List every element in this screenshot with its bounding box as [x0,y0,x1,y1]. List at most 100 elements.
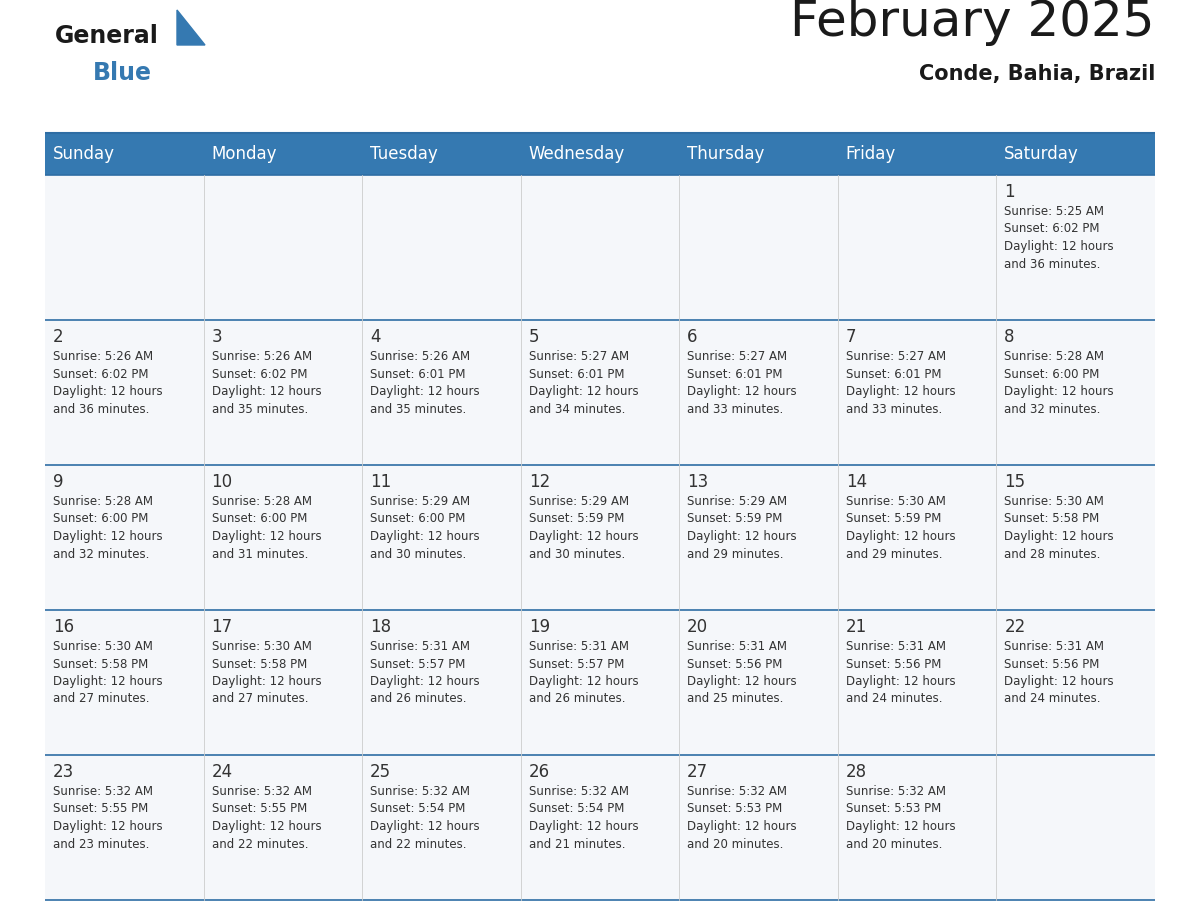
Text: Sunrise: 5:28 AM: Sunrise: 5:28 AM [211,495,311,508]
Text: Daylight: 12 hours: Daylight: 12 hours [1004,240,1114,253]
Text: and 26 minutes.: and 26 minutes. [371,692,467,706]
Text: 12: 12 [529,473,550,491]
Bar [203,610,362,755]
Text: Sunset: 5:58 PM: Sunset: 5:58 PM [1004,512,1100,525]
Bar [997,320,1155,465]
Text: Sunset: 5:55 PM: Sunset: 5:55 PM [53,802,148,815]
Text: 13: 13 [687,473,708,491]
Text: Sunrise: 5:26 AM: Sunrise: 5:26 AM [53,350,153,363]
Text: 9: 9 [53,473,63,491]
Text: Daylight: 12 hours: Daylight: 12 hours [211,675,321,688]
Text: Daylight: 12 hours: Daylight: 12 hours [371,675,480,688]
Text: Thursday: Thursday [687,145,765,163]
Text: Sunset: 6:00 PM: Sunset: 6:00 PM [371,512,466,525]
Text: Saturday: Saturday [1004,145,1079,163]
Text: and 24 minutes.: and 24 minutes. [846,692,942,706]
Text: Sunrise: 5:31 AM: Sunrise: 5:31 AM [1004,640,1105,653]
Text: Sunset: 5:57 PM: Sunset: 5:57 PM [529,657,624,670]
Text: 19: 19 [529,618,550,636]
Bar [362,320,520,465]
Bar [997,610,1155,755]
Bar [362,755,520,900]
Bar [520,755,680,900]
Text: Sunrise: 5:26 AM: Sunrise: 5:26 AM [371,350,470,363]
Text: Sunrise: 5:30 AM: Sunrise: 5:30 AM [846,495,946,508]
Text: Monday: Monday [211,145,277,163]
Text: Sunrise: 5:31 AM: Sunrise: 5:31 AM [687,640,788,653]
Text: Sunset: 6:01 PM: Sunset: 6:01 PM [529,367,624,380]
Bar [997,133,1155,175]
Text: Sunset: 5:59 PM: Sunset: 5:59 PM [529,512,624,525]
Bar [362,133,520,175]
Text: Sunset: 5:53 PM: Sunset: 5:53 PM [846,802,941,815]
Text: 11: 11 [371,473,391,491]
Text: and 26 minutes.: and 26 minutes. [529,692,625,706]
Text: 22: 22 [1004,618,1025,636]
Text: and 27 minutes.: and 27 minutes. [211,692,308,706]
Text: and 30 minutes.: and 30 minutes. [529,547,625,561]
Text: Sunset: 5:57 PM: Sunset: 5:57 PM [371,657,466,670]
Text: February 2025: February 2025 [790,0,1155,46]
Text: Sunrise: 5:30 AM: Sunrise: 5:30 AM [1004,495,1104,508]
Text: Sunset: 5:53 PM: Sunset: 5:53 PM [687,802,783,815]
Text: Daylight: 12 hours: Daylight: 12 hours [371,530,480,543]
Bar [203,755,362,900]
Text: and 21 minutes.: and 21 minutes. [529,837,625,850]
Text: and 33 minutes.: and 33 minutes. [687,402,783,416]
Text: 20: 20 [687,618,708,636]
Text: and 22 minutes.: and 22 minutes. [211,837,308,850]
Text: Daylight: 12 hours: Daylight: 12 hours [846,675,955,688]
Text: Sunrise: 5:32 AM: Sunrise: 5:32 AM [846,785,946,798]
Bar [680,465,838,610]
Text: and 27 minutes.: and 27 minutes. [53,692,150,706]
Bar [362,465,520,610]
Text: Sunrise: 5:27 AM: Sunrise: 5:27 AM [687,350,788,363]
Text: Sunset: 5:54 PM: Sunset: 5:54 PM [529,802,624,815]
Text: Daylight: 12 hours: Daylight: 12 hours [211,530,321,543]
Bar [838,133,997,175]
Text: Sunrise: 5:29 AM: Sunrise: 5:29 AM [371,495,470,508]
Text: 28: 28 [846,763,867,781]
Text: Sunrise: 5:25 AM: Sunrise: 5:25 AM [1004,205,1105,218]
Text: and 34 minutes.: and 34 minutes. [529,402,625,416]
Text: Sunrise: 5:28 AM: Sunrise: 5:28 AM [1004,350,1105,363]
Text: General: General [55,24,159,48]
Bar [45,320,203,465]
Text: Sunset: 5:58 PM: Sunset: 5:58 PM [53,657,148,670]
Text: Daylight: 12 hours: Daylight: 12 hours [371,385,480,398]
Text: and 29 minutes.: and 29 minutes. [687,547,784,561]
Text: Daylight: 12 hours: Daylight: 12 hours [1004,675,1114,688]
Text: Daylight: 12 hours: Daylight: 12 hours [371,820,480,833]
Text: 1: 1 [1004,183,1015,201]
Text: Sunrise: 5:31 AM: Sunrise: 5:31 AM [846,640,946,653]
Text: Daylight: 12 hours: Daylight: 12 hours [846,530,955,543]
Bar [45,610,203,755]
Text: Sunset: 5:56 PM: Sunset: 5:56 PM [687,657,783,670]
Text: and 33 minutes.: and 33 minutes. [846,402,942,416]
Bar [838,755,997,900]
Text: Daylight: 12 hours: Daylight: 12 hours [211,820,321,833]
Text: Sunset: 5:58 PM: Sunset: 5:58 PM [211,657,307,670]
Text: and 25 minutes.: and 25 minutes. [687,692,784,706]
Bar [203,465,362,610]
Text: 27: 27 [687,763,708,781]
Bar [45,175,203,320]
Bar [203,175,362,320]
Text: 21: 21 [846,618,867,636]
Text: Daylight: 12 hours: Daylight: 12 hours [687,820,797,833]
Bar [520,320,680,465]
Text: Sunset: 5:56 PM: Sunset: 5:56 PM [846,657,941,670]
Text: Sunrise: 5:32 AM: Sunrise: 5:32 AM [371,785,470,798]
Text: Sunrise: 5:29 AM: Sunrise: 5:29 AM [529,495,628,508]
Bar [680,133,838,175]
Text: Sunset: 6:02 PM: Sunset: 6:02 PM [211,367,307,380]
Text: Daylight: 12 hours: Daylight: 12 hours [687,675,797,688]
Text: Sunrise: 5:32 AM: Sunrise: 5:32 AM [211,785,311,798]
Text: 5: 5 [529,328,539,346]
Text: Sunrise: 5:32 AM: Sunrise: 5:32 AM [53,785,153,798]
Text: Sunset: 6:00 PM: Sunset: 6:00 PM [211,512,307,525]
Text: 8: 8 [1004,328,1015,346]
Bar [520,133,680,175]
Bar [203,133,362,175]
Text: 15: 15 [1004,473,1025,491]
